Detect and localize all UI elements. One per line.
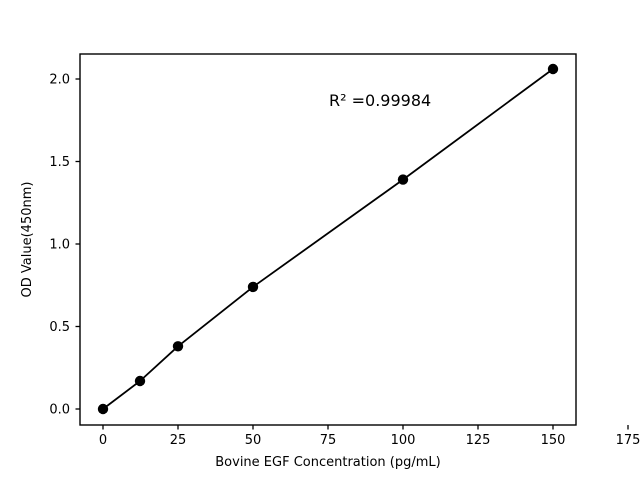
r-squared-annotation: R² =0.99984 bbox=[329, 91, 431, 110]
x-tick-label-50: 50 bbox=[245, 433, 262, 448]
x-axis-tick-labels: 0 25 50 75 100 125 150 175 bbox=[99, 433, 640, 448]
x-axis-title: Bovine EGF Concentration (pg/mL) bbox=[215, 455, 440, 470]
y-tick-label-0-0: 0.0 bbox=[49, 403, 70, 418]
x-tick-label-25: 25 bbox=[170, 433, 187, 448]
x-tick-label-0: 0 bbox=[99, 433, 107, 448]
y-axis-tick-labels: 0.0 0.5 1.0 1.5 2.0 bbox=[49, 73, 70, 418]
data-point-marker bbox=[172, 341, 184, 352]
x-tick-label-150: 150 bbox=[541, 433, 566, 448]
y-tick-label-0-5: 0.5 bbox=[49, 320, 70, 335]
y-tick-label-1-5: 1.5 bbox=[49, 155, 70, 170]
y-axis-title: OD Value(450nm) bbox=[20, 182, 35, 298]
data-point-marker bbox=[134, 375, 146, 387]
x-axis-ticks bbox=[102, 425, 629, 430]
x-tick-label-125: 125 bbox=[466, 433, 491, 448]
y-axis-ticks bbox=[75, 78, 80, 410]
x-tick-label-100: 100 bbox=[391, 433, 416, 448]
data-point-marker bbox=[397, 174, 409, 185]
data-line-standard-curve bbox=[102, 68, 554, 410]
data-point-marker bbox=[97, 403, 109, 415]
data-point-markers bbox=[97, 63, 559, 415]
y-tick-label-1-0: 1.0 bbox=[49, 238, 70, 253]
y-tick-label-2-0: 2.0 bbox=[49, 73, 70, 88]
data-point-marker bbox=[547, 63, 559, 75]
data-point-marker bbox=[247, 281, 259, 293]
plot-area-background bbox=[80, 54, 576, 425]
x-tick-label-75: 75 bbox=[320, 433, 337, 448]
x-tick-label-175: 175 bbox=[616, 433, 640, 448]
